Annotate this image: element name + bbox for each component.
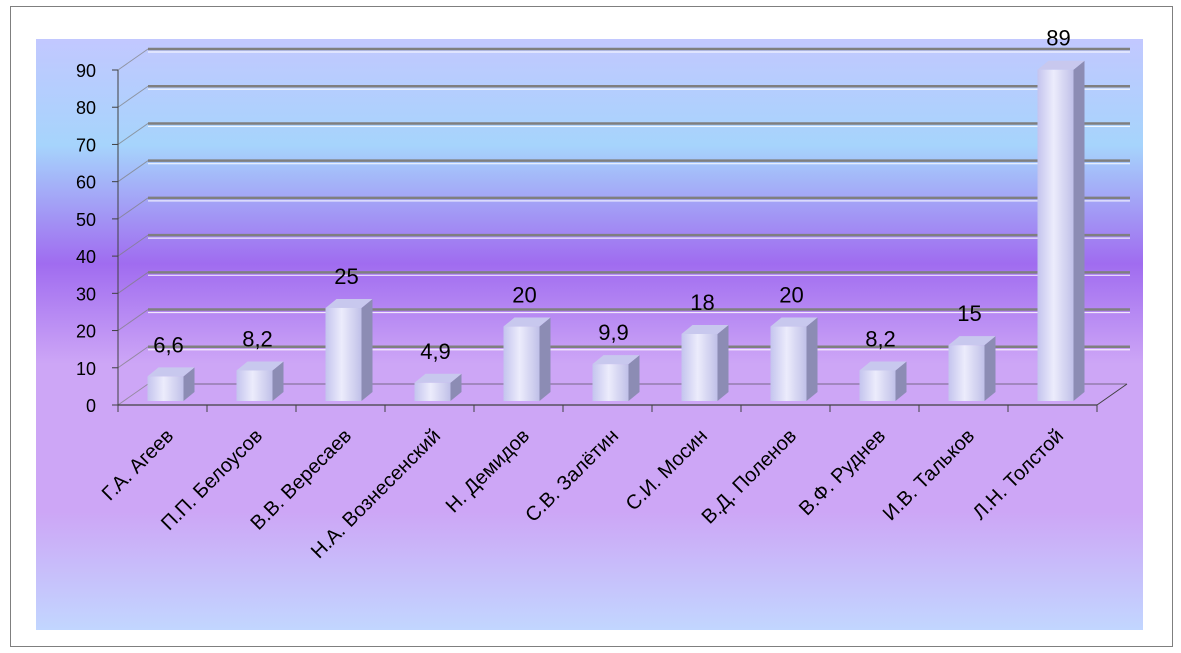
bar [1037, 60, 1085, 401]
bar-side [450, 373, 462, 401]
bar-top [503, 317, 551, 327]
y-tick-label: 30 [76, 284, 96, 304]
bar-side [717, 325, 729, 401]
bar-front [414, 382, 451, 401]
data-label: 8,2 [242, 326, 273, 351]
bar [325, 298, 373, 401]
data-label: 20 [779, 283, 803, 308]
data-label: 25 [334, 264, 358, 289]
bar [236, 361, 284, 401]
bar-top [325, 298, 373, 308]
bar-front [1037, 69, 1074, 401]
bar-front [236, 370, 273, 401]
bar-front [859, 370, 896, 401]
bar-side [806, 317, 818, 401]
bar-side [1073, 60, 1085, 401]
y-tick-label: 60 [76, 173, 96, 193]
bar-side [361, 298, 373, 401]
bar [859, 361, 907, 401]
bar-front [503, 326, 540, 401]
side-gridline [117, 309, 149, 331]
side-gridline [117, 197, 149, 220]
bar [948, 336, 996, 401]
bar-top [859, 361, 907, 371]
side-gridline [117, 85, 149, 108]
y-tick-label: 40 [76, 247, 96, 267]
bar-top [948, 336, 996, 346]
bar-side [628, 355, 640, 401]
bar [770, 317, 818, 401]
bar-top [770, 317, 818, 327]
data-label: 18 [690, 290, 714, 315]
y-tick-label: 70 [76, 135, 96, 155]
bar-front [592, 364, 629, 401]
data-label: 89 [1046, 26, 1070, 51]
bar-front [770, 326, 807, 401]
bar [147, 367, 195, 401]
y-tick-label: 90 [76, 61, 96, 81]
plot-background [36, 39, 1143, 630]
bar-side [183, 367, 195, 401]
bar [414, 373, 462, 401]
bar-top [681, 325, 729, 334]
bar-top [592, 355, 640, 365]
data-label: 8,2 [865, 326, 896, 351]
side-gridline [117, 234, 149, 257]
side-gridline [117, 48, 149, 71]
bar-side [272, 361, 284, 401]
side-gridline [117, 160, 149, 183]
data-label: 6,6 [153, 332, 184, 357]
data-label: 15 [957, 301, 981, 326]
y-tick-label: 0 [86, 396, 96, 416]
bar-top [414, 373, 462, 383]
bar [681, 325, 729, 401]
floor-edge [1096, 383, 1128, 406]
bar [503, 317, 551, 401]
side-gridline [117, 271, 149, 294]
bar-side [984, 336, 996, 401]
bar-top [1037, 60, 1085, 70]
bar-front [147, 376, 184, 401]
bar [592, 355, 640, 401]
data-label: 9,9 [598, 320, 629, 345]
y-tick-label: 20 [76, 322, 96, 342]
bar-top [236, 361, 284, 371]
side-gridline [117, 383, 149, 406]
y-tick-label: 10 [76, 359, 96, 379]
bar-top [147, 367, 195, 377]
y-tick-label: 50 [76, 210, 96, 230]
data-label: 4,9 [420, 339, 451, 364]
bar-front [325, 307, 362, 401]
bar-side [895, 361, 907, 401]
side-gridline [117, 123, 149, 145]
bar-side [539, 317, 551, 401]
data-label: 20 [512, 283, 536, 308]
bar-front [681, 334, 718, 401]
y-tick-label: 80 [76, 98, 96, 118]
side-gridline [117, 346, 149, 369]
bar-front [948, 345, 985, 401]
